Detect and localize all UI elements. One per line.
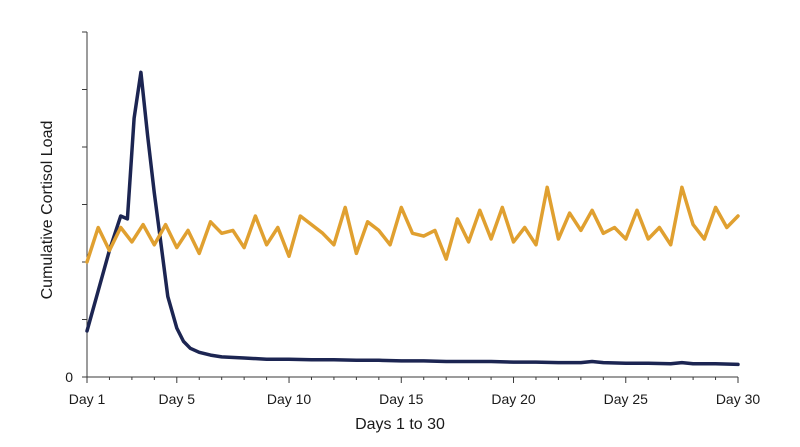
y-tick-label: 0	[65, 369, 73, 385]
x-tick-label: Day 5	[159, 391, 196, 407]
x-tick-label: Day 10	[267, 391, 312, 407]
series-line-2	[85, 185, 740, 264]
axes	[82, 31, 739, 383]
y-axis-title: Cumulative Cortisol Load	[39, 121, 56, 300]
series-layer	[85, 70, 740, 367]
tick-labels: Day 1 Day 5 Day 10 Day 15 Day 20 Day 25 Day 30…	[65, 369, 760, 407]
series-line-1	[85, 70, 740, 367]
x-tick-label: Day 15	[379, 391, 424, 407]
x-tick-label: Day 25	[604, 391, 649, 407]
x-tick-label: Day 1	[69, 391, 106, 407]
x-tick-label: Day 20	[491, 391, 536, 407]
x-axis-title: Days 1 to 30	[355, 416, 445, 433]
x-tick-label: Day 30	[716, 391, 761, 407]
